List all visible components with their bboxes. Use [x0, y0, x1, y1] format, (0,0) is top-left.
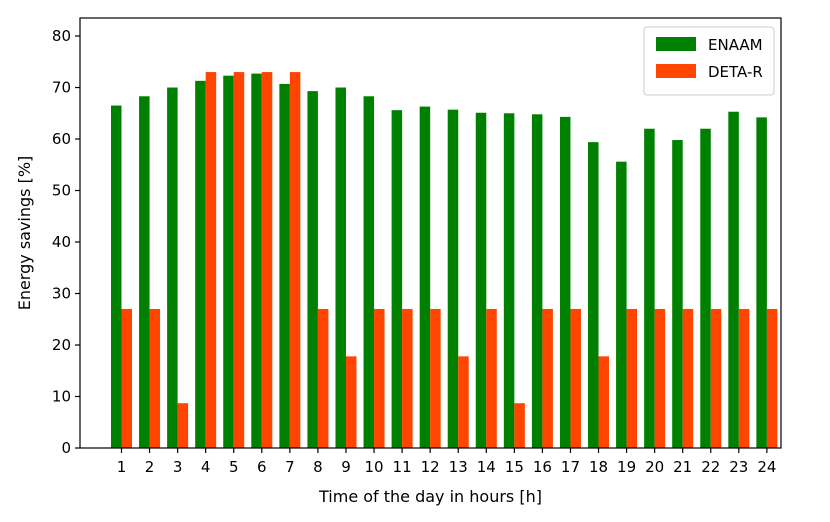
x-tick-label-13: 13: [449, 458, 468, 476]
bar-deta-r-16: [542, 308, 553, 448]
x-tick-label-21: 21: [673, 458, 692, 476]
y-tick-label-50: 50: [52, 182, 71, 200]
x-tick-label-19: 19: [617, 458, 636, 476]
bar-enaam-9: [335, 87, 346, 449]
x-tick-label-14: 14: [477, 458, 496, 476]
bar-deta-r-22: [710, 308, 722, 448]
bar-deta-r-4: [205, 72, 217, 448]
x-tick-label-24: 24: [757, 458, 776, 476]
y-tick-label-0: 0: [61, 439, 71, 457]
bar-deta-r-17: [570, 308, 581, 448]
y-tick-label-10: 10: [52, 388, 71, 406]
x-tick-label-20: 20: [645, 458, 664, 476]
bar-deta-r-13: [458, 356, 469, 448]
bar-enaam-16: [531, 114, 543, 449]
x-axis-label: Time of the day in hours [h]: [318, 487, 542, 506]
x-tick-label-22: 22: [701, 458, 720, 476]
bar-enaam-13: [447, 109, 459, 448]
x-tick-label-1: 1: [117, 458, 127, 476]
bar-enaam-14: [475, 112, 487, 448]
bar-deta-r-6: [261, 72, 273, 448]
y-tick-label-30: 30: [52, 285, 71, 303]
bars-layer: [111, 72, 778, 449]
bar-enaam-24: [756, 117, 767, 448]
bar-enaam-11: [391, 110, 403, 449]
x-tick-label-17: 17: [561, 458, 580, 476]
y-tick-label-80: 80: [52, 27, 71, 45]
bar-enaam-15: [503, 113, 515, 449]
y-tick-label-20: 20: [52, 336, 71, 354]
bar-deta-r-10: [374, 308, 385, 448]
legend-swatch-deta-r: [656, 64, 696, 78]
legend-swatch-enaam: [656, 37, 696, 51]
bar-enaam-18: [588, 142, 599, 449]
x-tick-label-10: 10: [364, 458, 383, 476]
legend: ENAAM DETA-R: [643, 26, 775, 96]
x-tick-label-11: 11: [393, 458, 412, 476]
x-tick-label-5: 5: [229, 458, 239, 476]
y-axis-label: Energy savings [%]: [15, 156, 34, 311]
bar-deta-r-12: [430, 308, 441, 448]
bar-deta-r-8: [317, 308, 329, 448]
bar-deta-r-20: [654, 308, 666, 448]
bar-enaam-7: [279, 83, 290, 449]
bar-enaam-23: [728, 111, 739, 448]
bar-enaam-19: [616, 161, 627, 448]
bar-enaam-20: [644, 128, 655, 448]
x-tick-label-7: 7: [285, 458, 295, 476]
bar-deta-r-3: [177, 403, 189, 448]
y-tick-label-60: 60: [52, 130, 71, 148]
bar-deta-r-24: [766, 308, 778, 448]
bar-enaam-17: [559, 116, 571, 449]
bar-enaam-3: [167, 87, 178, 449]
legend-label-deta-r: DETA-R: [708, 63, 763, 81]
bar-enaam-2: [139, 96, 150, 448]
y-tick-label-70: 70: [52, 79, 71, 97]
bar-enaam-22: [700, 128, 711, 448]
x-tick-label-6: 6: [257, 458, 267, 476]
bar-enaam-4: [195, 80, 206, 448]
bar-enaam-6: [251, 73, 262, 449]
x-tick-label-12: 12: [421, 458, 440, 476]
bar-enaam-1: [111, 105, 122, 448]
x-tick-label-4: 4: [201, 458, 211, 476]
x-axis-ticks: 1 2 3 4 5 6 7 8 9 10 11 12 13 14 15 16 17 18 19 20 21 22 23 24: [117, 448, 776, 476]
bar-deta-r-5: [233, 72, 245, 448]
bar-deta-r-23: [738, 308, 750, 448]
bar-deta-r-18: [598, 356, 610, 448]
bar-deta-r-2: [149, 308, 161, 448]
x-tick-label-2: 2: [145, 458, 155, 476]
legend-label-enaam: ENAAM: [708, 36, 763, 54]
bar-enaam-21: [672, 140, 683, 449]
bar-deta-r-1: [121, 308, 132, 448]
plot-frame: [79, 17, 782, 449]
y-tick-label-40: 40: [52, 233, 71, 251]
bar-enaam-8: [307, 91, 318, 448]
bar-deta-r-7: [289, 72, 301, 448]
bar-deta-r-21: [682, 308, 694, 448]
bar-enaam-12: [419, 106, 431, 448]
x-tick-label-16: 16: [533, 458, 552, 476]
bar-enaam-5: [223, 75, 234, 449]
x-tick-label-8: 8: [313, 458, 323, 476]
x-tick-label-9: 9: [341, 458, 351, 476]
bar-deta-r-9: [345, 356, 357, 448]
x-tick-label-15: 15: [505, 458, 524, 476]
bar-deta-r-15: [514, 403, 525, 448]
y-axis-ticks: 0 10 20 30 40 50 60 70 80: [52, 27, 80, 457]
x-tick-label-3: 3: [173, 458, 183, 476]
bar-deta-r-14: [486, 308, 497, 448]
x-tick-label-23: 23: [729, 458, 748, 476]
bar-enaam-10: [363, 96, 375, 448]
bar-deta-r-11: [402, 308, 413, 448]
x-tick-label-18: 18: [589, 458, 608, 476]
bar-deta-r-19: [626, 308, 638, 448]
